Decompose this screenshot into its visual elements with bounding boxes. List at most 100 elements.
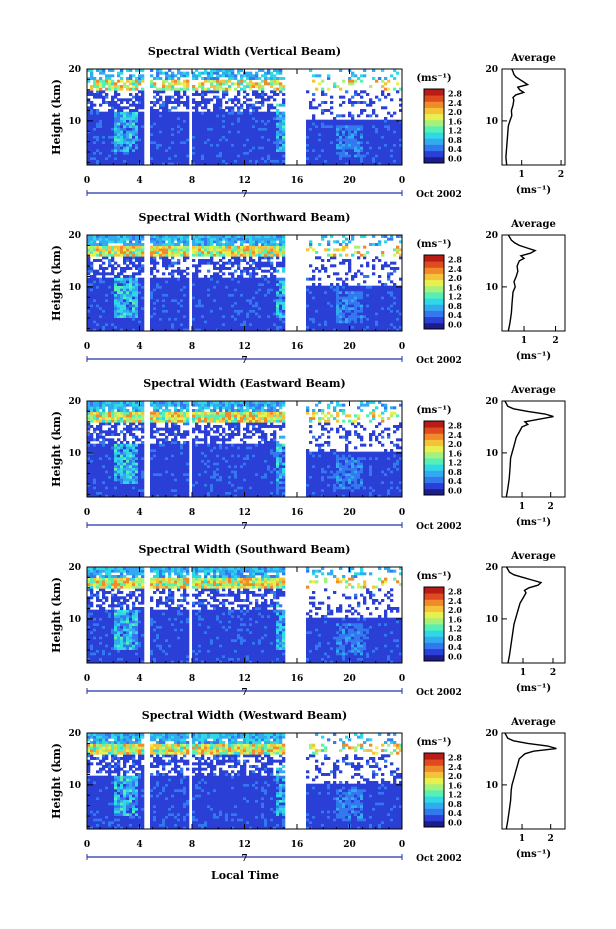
- heatmap-cell: [159, 87, 163, 91]
- heatmap-cell: [378, 125, 382, 128]
- colorbar-swatch: [424, 156, 444, 164]
- heatmap-cell: [240, 146, 244, 150]
- heatmap-cell: [120, 323, 124, 326]
- heatmap-cell: [207, 325, 211, 329]
- heatmap-cell: [333, 159, 337, 163]
- heatmap-cell: [111, 304, 115, 308]
- heatmap-cell: [375, 119, 379, 123]
- heatmap-cell: [219, 277, 223, 281]
- heatmap-cell: [153, 154, 157, 158]
- heatmap-cell: [96, 315, 100, 318]
- heatmap-cell: [354, 125, 358, 128]
- heatmap-cell: [255, 85, 259, 88]
- heatmap-cell: [117, 293, 121, 297]
- heatmap-cell: [87, 159, 91, 163]
- heatmap-cell: [366, 143, 370, 147]
- heatmap-cell: [204, 237, 208, 241]
- heatmap-cell: [342, 138, 346, 142]
- heatmap-cell: [180, 275, 184, 278]
- heatmap-cell: [249, 245, 253, 249]
- heatmap-cell: [327, 138, 331, 142]
- heatmap-cell: [174, 133, 178, 136]
- heatmap-cell: [381, 138, 385, 142]
- heatmap-cell: [264, 114, 268, 118]
- heatmap-cell: [342, 309, 346, 313]
- heatmap-cell: [306, 288, 310, 292]
- heatmap-cell: [99, 237, 103, 241]
- heatmap-cell: [225, 71, 229, 75]
- heatmap-cell: [210, 74, 214, 78]
- heatmap-cell: [108, 133, 112, 136]
- heatmap-cell: [261, 309, 265, 313]
- heatmap-cell: [90, 77, 94, 80]
- heatmap-cell: [240, 301, 244, 305]
- heatmap-cell: [396, 151, 400, 155]
- heatmap-cell: [156, 93, 160, 96]
- heatmap-cell: [243, 122, 247, 126]
- heatmap-cell: [273, 162, 277, 166]
- heatmap-cell: [399, 138, 403, 142]
- heatmap-cell: [210, 307, 214, 310]
- heatmap-cell: [168, 111, 172, 115]
- heatmap-cell: [249, 162, 253, 166]
- heatmap-cell: [120, 251, 124, 254]
- heatmap-cell: [318, 301, 322, 305]
- heatmap-cell: [327, 317, 331, 321]
- heatmap-cell: [114, 251, 118, 254]
- heatmap-cell: [168, 122, 172, 126]
- heatmap-cell: [105, 79, 109, 83]
- heatmap-cell: [99, 245, 103, 249]
- heatmap-cell: [258, 320, 262, 324]
- heatmap-cell: [126, 307, 130, 310]
- heatmap-cell: [96, 272, 100, 276]
- heatmap-cell: [252, 272, 256, 276]
- heatmap-cell: [231, 154, 235, 158]
- heatmap-cell: [129, 285, 133, 289]
- heatmap-cell: [261, 119, 265, 123]
- heatmap-cell: [216, 114, 220, 118]
- heatmap-cell: [90, 253, 94, 257]
- heatmap-cell: [90, 296, 94, 300]
- heatmap-cell: [237, 315, 241, 318]
- heatmap-cell: [108, 130, 112, 134]
- heatmap-cell: [105, 309, 109, 313]
- heatmap-cell: [90, 320, 94, 324]
- heatmap-cell: [141, 320, 145, 324]
- heatmap-cell: [228, 277, 232, 281]
- heatmap-cell: [141, 90, 145, 94]
- heatmap-cell: [213, 251, 217, 254]
- heatmap-cell: [201, 119, 205, 123]
- heatmap-cell: [279, 149, 283, 152]
- heatmap-cell: [225, 304, 229, 308]
- heatmap-cell: [165, 291, 169, 294]
- heatmap-cell: [279, 71, 283, 75]
- heatmap-cell: [213, 309, 217, 313]
- heatmap-cell: [174, 162, 178, 166]
- heatmap-cell: [96, 159, 100, 163]
- heatmap-cell: [150, 133, 154, 136]
- heatmap-cell: [372, 111, 376, 115]
- heatmap-cell: [96, 259, 100, 262]
- heatmap-cell: [312, 248, 316, 252]
- heatmap-cell: [240, 149, 244, 152]
- heatmap-cell: [186, 296, 190, 300]
- heatmap-cell: [165, 149, 169, 152]
- heatmap-cell: [321, 267, 325, 270]
- heatmap-cell: [306, 328, 310, 332]
- heatmap-cell: [87, 127, 91, 131]
- heatmap-cell: [228, 285, 232, 289]
- heatmap-cell: [138, 261, 142, 265]
- heatmap-cell: [381, 157, 385, 160]
- heatmap-cell: [270, 122, 274, 126]
- heatmap-cell: [129, 162, 133, 166]
- heatmap-cell: [114, 245, 118, 249]
- heatmap-cell: [216, 133, 220, 136]
- heatmap-cell: [339, 328, 343, 332]
- heatmap-cell: [129, 237, 133, 241]
- heatmap-cell: [177, 288, 181, 292]
- heatmap-cell: [270, 119, 274, 123]
- heatmap-cell: [213, 71, 217, 75]
- heatmap-cell: [105, 77, 109, 80]
- heatmap-cell: [162, 138, 166, 142]
- heatmap-cell: [321, 162, 325, 166]
